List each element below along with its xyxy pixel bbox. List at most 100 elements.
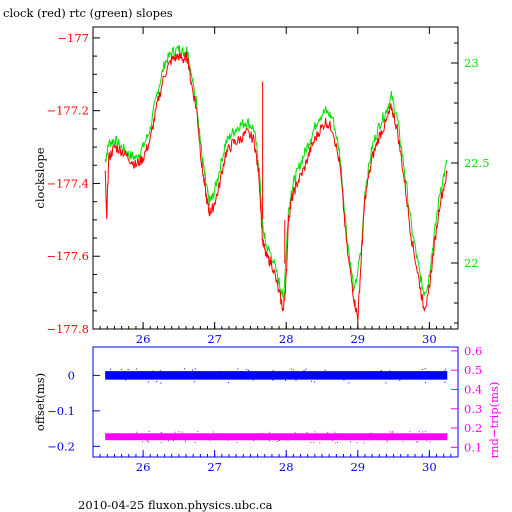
scatter-point-magenta — [404, 436, 406, 438]
scatter-point-magenta — [386, 440, 388, 441]
scatter-point-blue — [192, 369, 194, 371]
scatter-point-magenta — [388, 435, 390, 437]
scatter-point-magenta — [146, 440, 148, 441]
bottom-y2label: rnd−trip(ms) — [487, 382, 501, 459]
scatter-point-magenta — [194, 441, 196, 443]
scatter-point-magenta — [278, 439, 280, 441]
scatter-point-magenta — [160, 432, 162, 433]
scatter-point-blue — [134, 373, 136, 375]
scatter-point-blue — [300, 373, 301, 374]
scatter-point-blue — [320, 377, 322, 379]
scatter-point-blue — [286, 372, 288, 373]
scatter-point-blue — [237, 368, 239, 370]
scatter-point-magenta — [133, 434, 135, 436]
scatter-point-magenta — [301, 437, 302, 439]
bottom-xtick-label: 28 — [279, 460, 294, 474]
scatter-point-blue — [393, 376, 395, 378]
scatter-point-magenta — [116, 437, 118, 439]
scatter-point-magenta — [216, 436, 218, 438]
scatter-point-blue — [423, 373, 425, 375]
scatter-point-blue — [303, 370, 305, 371]
scatter-point-blue — [247, 378, 249, 380]
scatter-point-blue — [344, 376, 346, 378]
scatter-point-magenta — [160, 441, 162, 443]
scatter-point-blue — [343, 379, 345, 381]
top-ytick-label: −177.2 — [46, 104, 89, 118]
scatter-point-magenta — [212, 431, 214, 433]
scatter-point-magenta — [237, 438, 239, 440]
bottom-right-axis: 0.1 0.2 0.3 0.4 0.5 0.6 — [451, 344, 482, 454]
scatter-point-blue — [154, 371, 156, 373]
scatter-point-blue — [258, 375, 260, 377]
scatter-point-magenta — [168, 440, 169, 442]
scatter-point-magenta — [370, 432, 372, 434]
scatter-point-blue — [434, 374, 436, 376]
scatter-point-magenta — [121, 436, 123, 438]
scatter-point-blue — [349, 374, 351, 376]
top-series-group — [104, 45, 448, 323]
scatter-point-magenta — [376, 438, 378, 440]
scatter-point-blue — [272, 372, 273, 374]
scatter-point-blue — [184, 368, 186, 370]
scatter-point-magenta — [350, 441, 351, 443]
top-y2tick-label: 23 — [464, 56, 479, 70]
scatter-point-magenta — [317, 434, 319, 436]
scatter-point-magenta — [389, 431, 391, 433]
top-y2tick-label: 22 — [464, 256, 479, 270]
scatter-point-magenta — [227, 439, 229, 441]
bottom-y2tick-label: 0.3 — [464, 402, 482, 416]
top-xtick-label: 28 — [279, 332, 294, 346]
scatter-point-blue — [324, 369, 326, 371]
scatter-point-magenta — [391, 431, 393, 433]
scatter-point-magenta — [337, 442, 338, 443]
scatter-point-magenta — [294, 432, 296, 434]
scatter-point-blue — [156, 376, 158, 378]
scatter-point-magenta — [189, 435, 191, 437]
scatter-point-magenta — [253, 440, 255, 441]
scatter-point-magenta — [306, 431, 308, 433]
scatter-point-magenta — [328, 437, 330, 439]
scatter-point-magenta — [184, 441, 186, 443]
scatter-point-blue — [272, 370, 274, 372]
scatter-point-blue — [310, 370, 312, 372]
scatter-band-blue — [105, 371, 448, 380]
scatter-point-magenta — [292, 436, 294, 438]
bottom-panel: 0−0.1−0.2 0.10.20.30.40.50.6 26 27 28 29 30 … — [33, 344, 501, 474]
scatter-point-blue — [373, 371, 374, 373]
scatter-point-blue — [115, 378, 117, 380]
top-xtick-label: 27 — [207, 332, 222, 346]
scatter-point-blue — [232, 378, 234, 380]
bottom-ytick-label: 0 — [68, 368, 75, 382]
scatter-point-blue — [145, 377, 147, 379]
scatter-point-blue — [246, 369, 248, 371]
scatter-point-blue — [252, 379, 254, 381]
scatter-point-magenta — [268, 431, 270, 433]
scatter-point-blue — [403, 372, 405, 374]
scatter-point-blue — [292, 369, 294, 371]
scatter-point-blue — [120, 369, 122, 371]
bottom-y2tick-label: 0.1 — [464, 440, 482, 454]
scatter-point-magenta — [118, 433, 120, 435]
scatter-point-magenta — [446, 433, 448, 435]
scatter-point-blue — [374, 373, 376, 375]
scatter-point-blue — [233, 375, 235, 377]
scatter-point-blue — [406, 372, 408, 374]
top-plot-frame — [92, 26, 459, 330]
series-line-red — [104, 51, 448, 323]
scatter-point-magenta — [429, 441, 431, 443]
scatter-point-magenta — [426, 440, 428, 442]
bottom-ytick-label: −0.2 — [47, 439, 75, 453]
scatter-point-magenta — [324, 435, 326, 437]
scatter-point-magenta — [433, 439, 435, 441]
scatter-point-blue — [321, 371, 323, 373]
scatter-point-magenta — [174, 431, 176, 433]
scatter-point-blue — [233, 371, 235, 373]
scatter-point-blue — [290, 368, 292, 370]
scatter-point-magenta — [421, 438, 423, 440]
scatter-point-magenta — [209, 439, 211, 441]
bottom-ylabel: offset(ms) — [33, 373, 47, 431]
scatter-point-magenta — [392, 431, 394, 433]
scatter-point-magenta — [350, 436, 352, 438]
scatter-point-magenta — [425, 430, 427, 432]
